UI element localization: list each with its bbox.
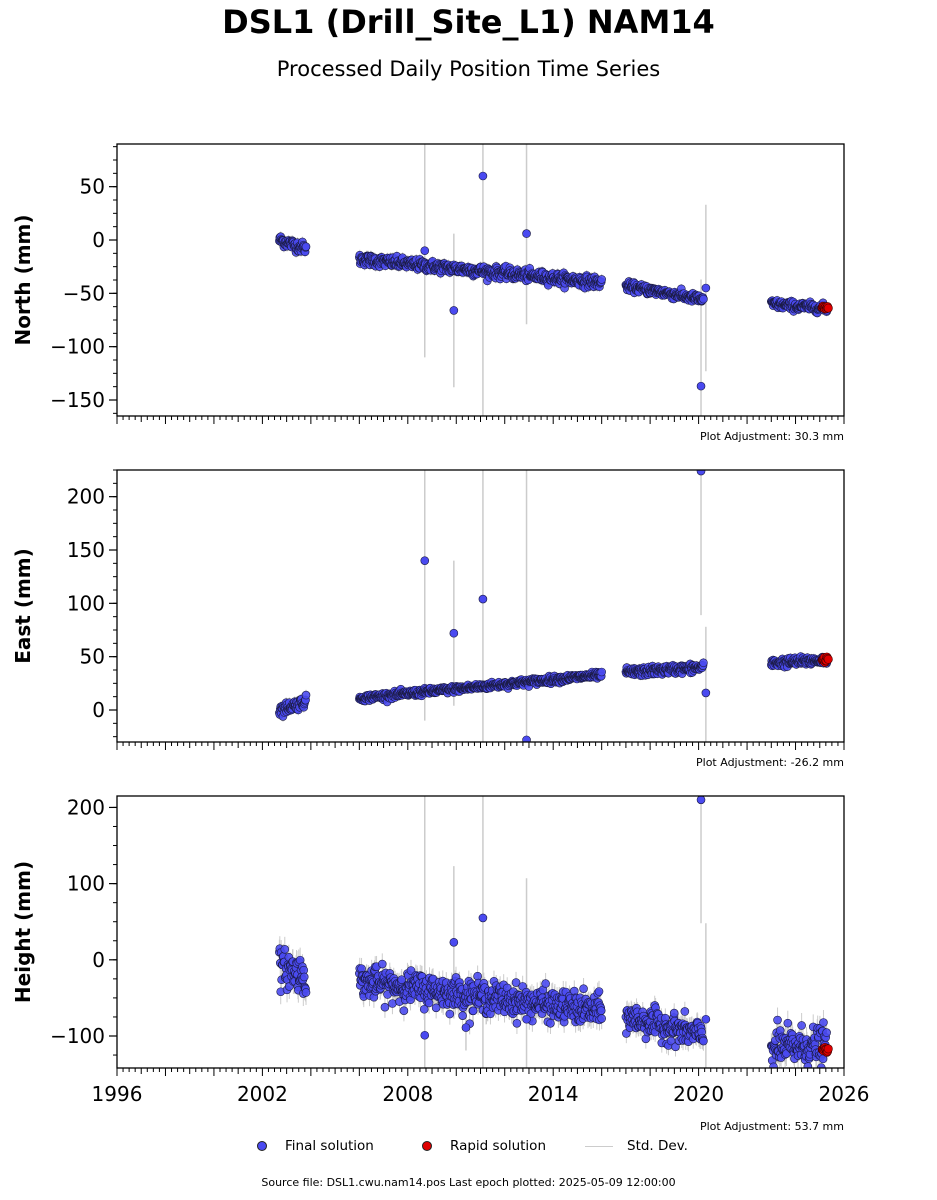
final-solution-point <box>299 972 309 982</box>
height-data-layer <box>275 796 833 1068</box>
outlier-point <box>522 229 531 238</box>
east-axis-label: East (mm) <box>11 548 35 664</box>
outlier-point <box>696 381 706 391</box>
outlier-point <box>701 283 711 293</box>
chart-title: DSL1 (Drill_Site_L1) NAM14 <box>222 3 715 41</box>
outlier-point <box>522 735 531 742</box>
east-axes-frame <box>116 469 845 743</box>
y-tick-label: 50 <box>80 175 105 199</box>
y-tick-label: 100 <box>67 591 105 615</box>
final-solution-point <box>301 242 311 252</box>
final-solution-point <box>301 988 311 997</box>
final-solution-point <box>597 667 606 677</box>
outlier-point <box>478 171 488 181</box>
y-tick-label: 0 <box>92 228 105 252</box>
y-tick-label: −150 <box>50 388 105 412</box>
outlier-point <box>449 306 459 315</box>
final-solution-point <box>301 690 311 700</box>
east-plot-adjustment: Plot Adjustment: -26.2 mm <box>696 756 844 769</box>
outlier-point <box>701 688 711 698</box>
final-solution-point <box>699 294 708 304</box>
final-solution-point <box>597 275 606 284</box>
north-data-layer <box>275 144 833 416</box>
north-plot-adjustment: Plot Adjustment: 30.3 mm <box>700 430 844 443</box>
final-solution-point <box>280 945 290 954</box>
y-tick-label: −100 <box>50 335 105 359</box>
y-tick-label: 200 <box>67 485 105 509</box>
outlier-point <box>696 470 706 476</box>
outlier-point <box>420 246 430 255</box>
y-tick-label: −50 <box>63 281 105 305</box>
east-data-layer <box>275 470 833 742</box>
rapid-solution-point <box>823 303 833 313</box>
rapid-solution-point <box>823 654 833 664</box>
final-solution-point <box>699 658 708 668</box>
y-tick-label: 50 <box>80 645 105 669</box>
outlier-point <box>420 556 430 565</box>
outlier-point <box>449 628 459 638</box>
north-axis-label: North (mm) <box>11 214 35 345</box>
y-tick-label: 0 <box>92 698 105 722</box>
chart-subtitle: Processed Daily Position Time Series <box>276 57 661 81</box>
y-tick-label: 150 <box>67 538 105 562</box>
outlier-point <box>478 594 488 604</box>
north-axes-frame <box>116 143 845 417</box>
